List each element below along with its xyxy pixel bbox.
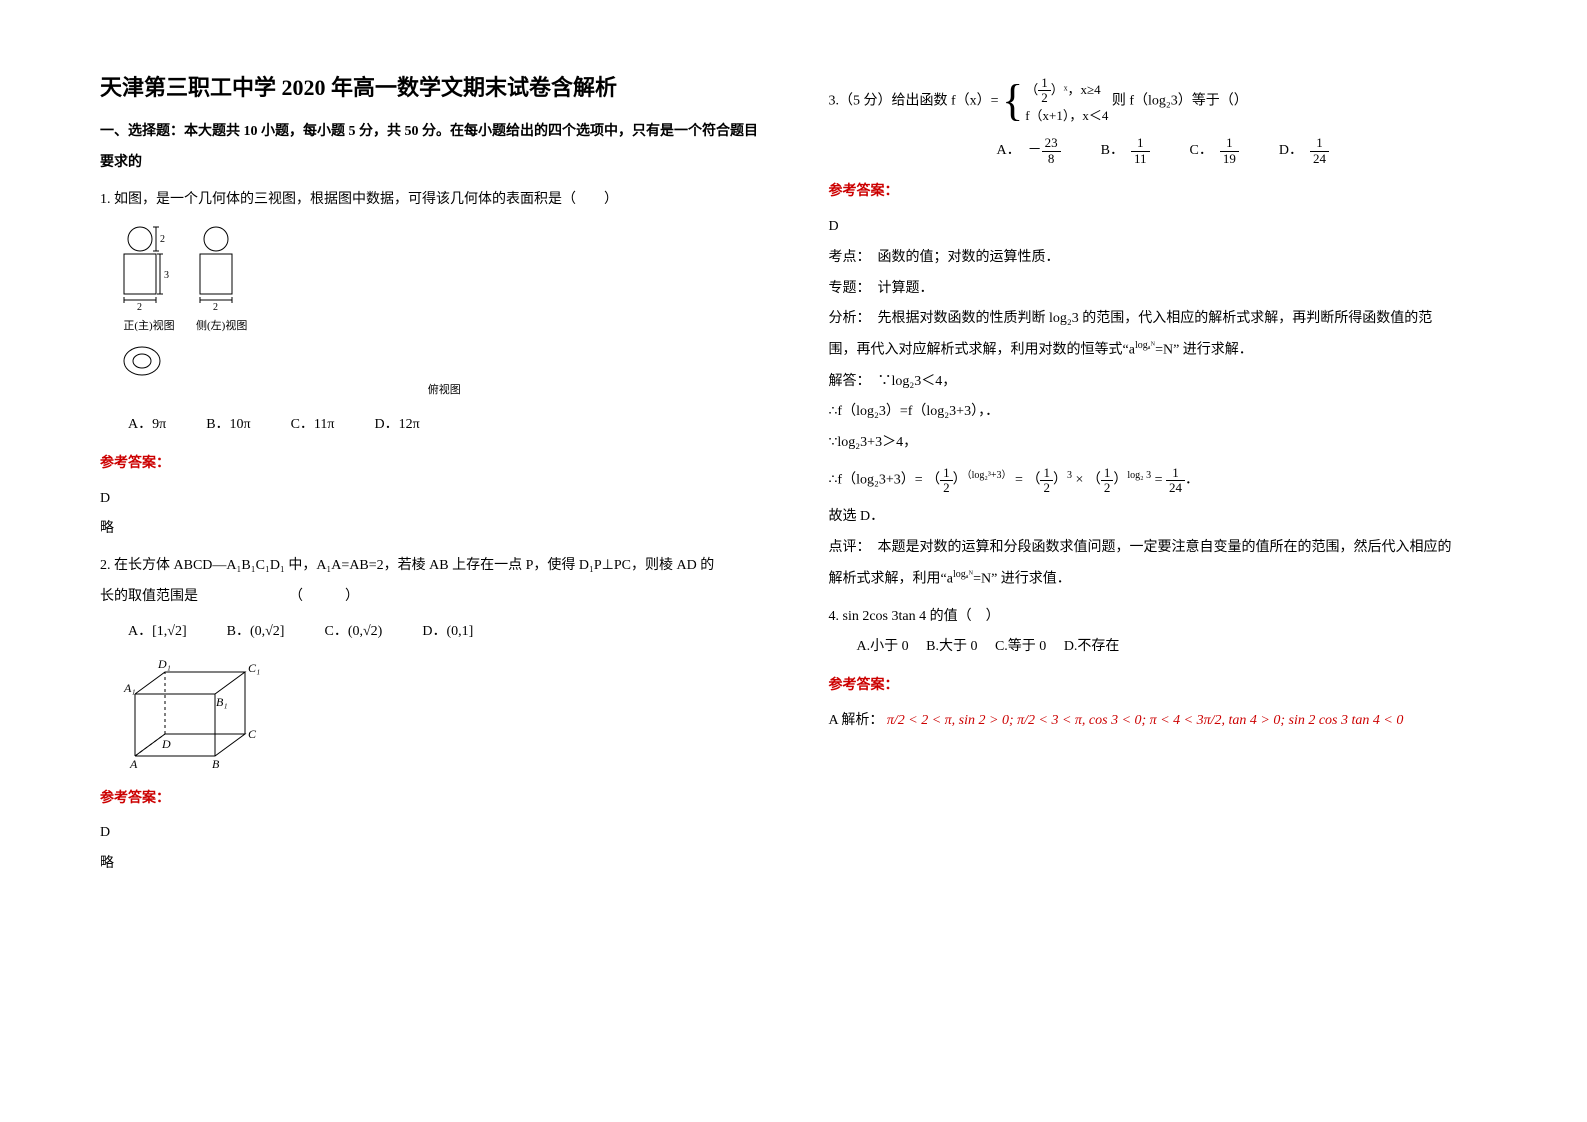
q1-optC: C．11π [291, 410, 335, 441]
svg-text:2: 2 [137, 302, 142, 313]
q2-brief: 略 [100, 849, 769, 880]
top-view-svg [120, 344, 164, 378]
q3-zhuanti: 专题： 计算题． [829, 274, 1498, 305]
svg-text:C₁: C₁ [248, 661, 260, 675]
svg-text:2: 2 [160, 234, 165, 245]
q2-optC: C．(0,√2) [324, 617, 382, 648]
q3-dianping1: 点评： 本题是对数的运算和分段函数求值问题，一定要注意自变量的值所在的范围，然后… [829, 533, 1498, 564]
q4-optD: D.不存在 [1064, 639, 1120, 654]
q3-kaodian: 考点： 函数的值；对数的运算性质． [829, 243, 1498, 274]
q3-dianping2: 解析式求解，利用“alogₐᴺ=N” 进行求值． [829, 564, 1498, 595]
q2-optD: D．(0,1] [422, 617, 473, 648]
front-view-label: 正(主)视图 [120, 314, 178, 338]
q2-ref-label: 参考答案： [100, 784, 769, 815]
q1-stem: 1. 如图，是一个几何体的三视图，根据图中数据，可得该几何体的表面积是（ ） [100, 185, 769, 216]
q3-optB: B． 111 [1101, 136, 1150, 167]
q1-ref-label: 参考答案： [100, 449, 769, 480]
q2-stem-b: 长的取值范围是 （ ） [100, 582, 769, 613]
q3-fenxi1: 分析： 先根据对数函数的性质判断 log₂3 的范围，代入相应的解析式求解，再判… [829, 304, 1498, 335]
q4-analysis: π/2 < 2 < π, sin 2 > 0; π/2 < 3 < π, cos… [887, 713, 1404, 728]
q4-optC: C.等于 0 [995, 639, 1046, 654]
q3-jieda-c: ∵log₂3+3＞4， [829, 428, 1498, 459]
side-view-svg: 2 [196, 224, 240, 314]
q2-stem-a: 2. 在长方体 ABCD—A₁B₁C₁D₁ 中，A₁A=AB=2，若棱 AB 上… [100, 551, 769, 582]
q4-options: A.小于 0 B.大于 0 C.等于 0 D.不存在 [829, 632, 1498, 663]
q3-stem: 3.（5 分）给出函数 f（x）= { （12）ˣ，x≥4 f（x+1），x＜4… [829, 76, 1498, 126]
q3-guxuan: 故选 D． [829, 502, 1498, 533]
q2-answer: D [100, 818, 769, 849]
side-view-label: 侧(左)视图 [196, 314, 247, 338]
q3-stem-prefix: 3.（5 分）给出函数 f（x）= [829, 93, 999, 108]
svg-text:D₁: D₁ [157, 657, 171, 671]
section-header: 一、选择题：本大题共 10 小题，每小题 5 分，共 50 分。在每小题给出的四… [100, 117, 769, 179]
svg-text:A: A [129, 757, 138, 771]
q2-figure: A B C D A₁ B₁ C₁ D₁ [120, 656, 769, 776]
q3-answer: D [829, 212, 1498, 243]
svg-text:D: D [161, 737, 171, 751]
q3-ref-label: 参考答案： [829, 177, 1498, 208]
question-2: 2. 在长方体 ABCD—A₁B₁C₁D₁ 中，A₁A=AB=2，若棱 AB 上… [100, 551, 769, 880]
q2-options: A．[1,√2] B．(0,√2] C．(0,√2) D．(0,1] [100, 617, 769, 648]
q3-jieda-b: ∴f（log₂3）=f（log₂3+3），． [829, 397, 1498, 428]
q3-fenxi2: 围，再代入对应解析式求解，利用对数的恒等式“alogₐᴺ=N” 进行求解． [829, 335, 1498, 366]
q1-optB: B．10π [206, 410, 250, 441]
q1-answer: D [100, 484, 769, 515]
q3-jieda-d: ∴f（log₂3+3）= （12）（log₂³+3） = （12）3 × （12… [829, 465, 1498, 496]
q4-analysis-line: A 解析： π/2 < 2 < π, sin 2 > 0; π/2 < 3 < … [829, 706, 1498, 737]
q1-figure: 2 3 2 正(主)视图 [120, 224, 769, 402]
q2-optB: B．(0,√2] [227, 617, 285, 648]
q1-options: A．9π B．10π C．11π D．12π [100, 410, 769, 441]
question-1: 1. 如图，是一个几何体的三视图，根据图中数据，可得该几何体的表面积是（ ） 2 [100, 185, 769, 545]
piecewise-icon: { （12）ˣ，x≥4 f（x+1），x＜4 [1002, 76, 1108, 126]
front-view-svg: 2 3 2 [120, 224, 178, 314]
q1-brief: 略 [100, 514, 769, 545]
q4-optA: A.小于 0 [857, 639, 909, 654]
svg-text:A₁: A₁ [123, 681, 136, 695]
q1-optA: A．9π [128, 410, 166, 441]
q2-optA: A．[1,√2] [128, 617, 187, 648]
q3-options: A． －238 B． 111 C． 119 D． 124 [829, 136, 1498, 167]
q1-optD: D．12π [374, 410, 419, 441]
page-title: 天津第三职工中学 2020 年高一数学文期末试卷含解析 [100, 70, 769, 105]
q3-jieda-a: 解答： ∵log₂3＜4， [829, 367, 1498, 398]
svg-text:B: B [212, 757, 220, 771]
svg-text:3: 3 [164, 270, 169, 281]
question-3: 3.（5 分）给出函数 f（x）= { （12）ˣ，x≥4 f（x+1），x＜4… [829, 76, 1498, 596]
q3-optC: C． 119 [1190, 136, 1239, 167]
svg-text:2: 2 [213, 302, 218, 313]
svg-text:B₁: B₁ [216, 695, 228, 709]
svg-text:C: C [248, 727, 257, 741]
q4-ref-label: 参考答案： [829, 671, 1498, 702]
q3-optA: A． －238 [997, 136, 1061, 167]
top-view-label: 俯视图 [120, 378, 769, 402]
question-4: 4. sin 2cos 3tan 4 的值（ ） A.小于 0 B.大于 0 C… [829, 602, 1498, 737]
q4-optB: B.大于 0 [926, 639, 977, 654]
q4-stem: 4. sin 2cos 3tan 4 的值（ ） [829, 602, 1498, 633]
q4-answer-prefix: A 解析： [829, 713, 884, 728]
q3-stem-suffix: 则 f（log₂3）等于（） [1112, 93, 1248, 108]
q3-optD: D． 124 [1279, 136, 1329, 167]
